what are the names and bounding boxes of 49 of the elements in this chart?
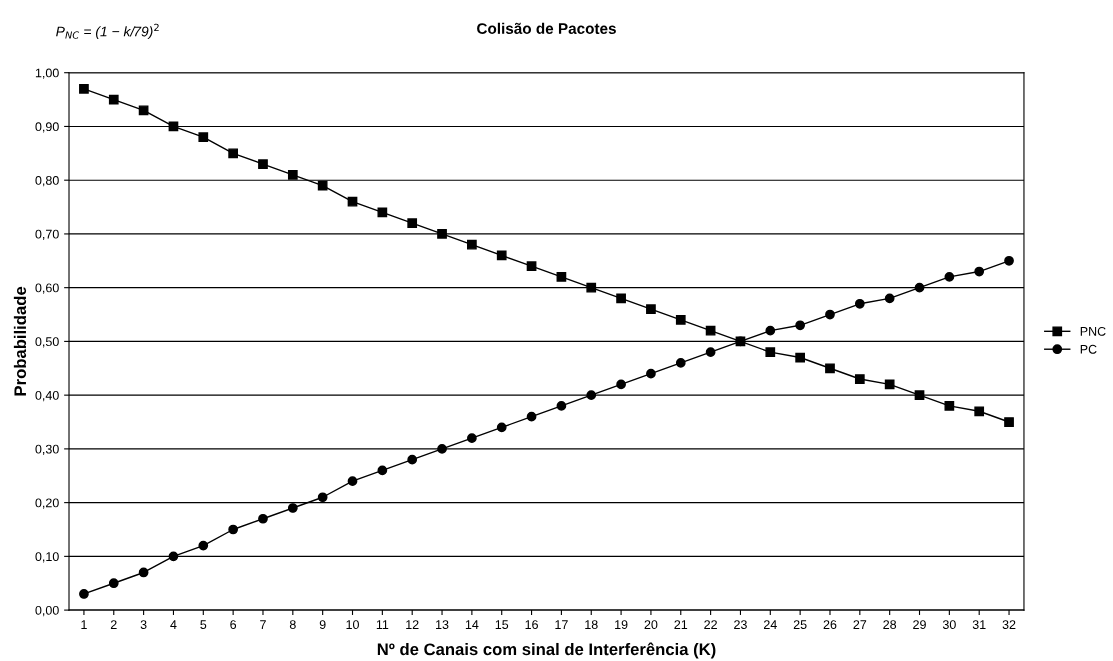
- x-tick-label: 3: [140, 620, 147, 630]
- x-tick-label: 27: [853, 620, 867, 629]
- x-tick-label: 6: [230, 620, 237, 630]
- y-tick-label: 1,00: [35, 68, 59, 79]
- legend-label: PC: [1080, 344, 1097, 354]
- y-tick-label: 0,00: [35, 605, 59, 617]
- x-tick-label: 4: [170, 620, 177, 629]
- x-tick-label: 29: [913, 620, 926, 630]
- y-tick-label: 0,50: [35, 337, 59, 348]
- y-tick-label: 0,90: [35, 122, 59, 133]
- x-tick-label: 26: [823, 620, 837, 630]
- y-tick-label: 0,10: [35, 552, 59, 563]
- x-tick-label: 25: [793, 620, 807, 630]
- x-tick-label: 28: [883, 620, 897, 630]
- y-tick-label: 0,70: [35, 229, 59, 241]
- x-tick-label: 17: [555, 620, 568, 629]
- y-axis-title: Probabilidade: [13, 286, 27, 396]
- x-tick-label: 7: [260, 620, 266, 629]
- x-tick-label: 31: [972, 620, 986, 630]
- x-tick-label: 32: [1002, 620, 1016, 630]
- x-tick-label: 11: [376, 620, 389, 629]
- x-tick-label: 16: [525, 620, 538, 630]
- x-tick-label: 23: [734, 620, 747, 630]
- y-tick-label: 0,60: [35, 283, 59, 294]
- x-tick-label: 9: [319, 620, 326, 630]
- text: P$_{NC}$ = (1 − k/79)$^{2}$: [56, 23, 159, 40]
- x-tick-label: 18: [585, 620, 598, 630]
- x-tick-label: 21: [674, 620, 688, 629]
- x-tick-label: 20: [644, 620, 658, 630]
- x-tick-label: 12: [406, 620, 419, 629]
- x-tick-label: 19: [615, 620, 628, 630]
- x-tick-label: 5: [200, 620, 207, 630]
- y-tick-label: 0,40: [35, 390, 59, 402]
- x-tick-label: 13: [436, 620, 449, 630]
- x-tick-label: 10: [346, 620, 359, 630]
- chart-title: Colisão de Pacotes: [477, 22, 616, 34]
- y-tick-label: 0,80: [35, 175, 59, 187]
- x-tick-label: 14: [465, 620, 479, 629]
- x-tick-label: 22: [704, 620, 717, 629]
- x-tick-label: 24: [763, 620, 777, 629]
- x-tick-label: 8: [289, 620, 296, 630]
- x-tick-label: 30: [942, 620, 956, 630]
- y-tick-label: 0,20: [35, 498, 59, 509]
- y-tick-label: 0,30: [35, 444, 59, 456]
- x-tick-label: 15: [495, 620, 509, 630]
- x-tick-label: 1: [81, 620, 87, 629]
- x-tick-label: 2: [110, 620, 117, 629]
- x-axis-title: Nº de Canais com sinal de Interferência (K): [377, 642, 716, 659]
- legend-label: PNC: [1080, 326, 1106, 336]
